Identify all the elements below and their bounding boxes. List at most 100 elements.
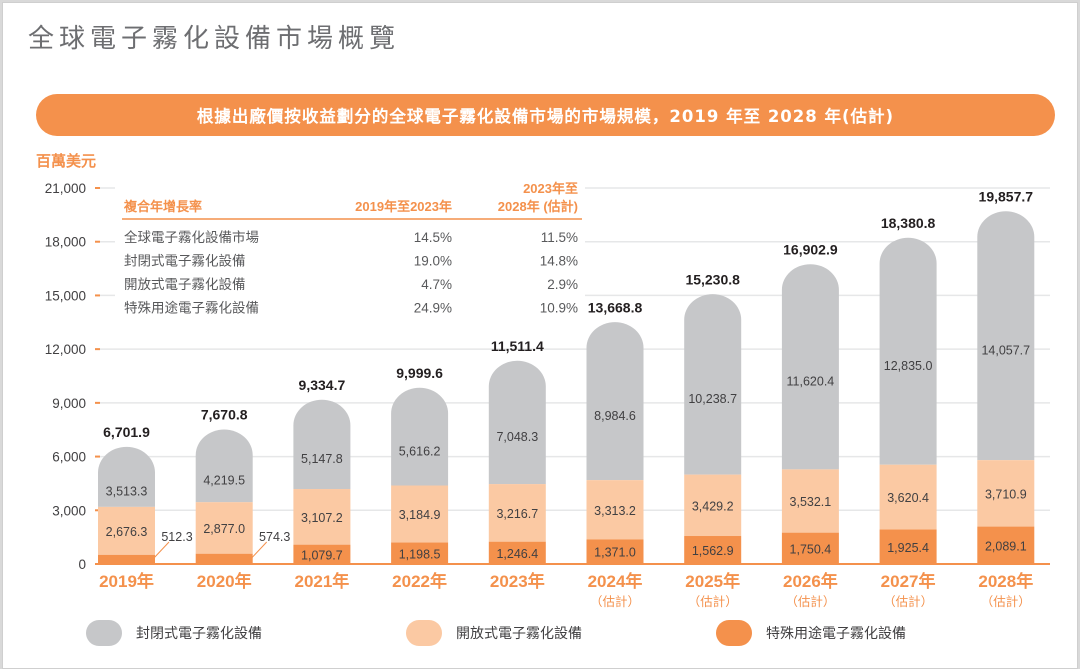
cagr-header-period1: 2019年至2023年	[355, 199, 452, 214]
bar-segment-special	[293, 544, 351, 564]
bar-segment-special	[879, 529, 937, 564]
bar-segment-closed	[391, 387, 449, 486]
x-axis-sublabel: （估計）	[981, 594, 1031, 609]
bar-segment-special	[488, 541, 546, 564]
bar-segment-closed	[488, 360, 546, 485]
bar-label-open: 3,216.7	[496, 507, 538, 521]
cagr-row-value-2023-2028: 10.9%	[540, 301, 578, 316]
bar-segment-closed	[879, 237, 937, 465]
bar-total-label: 13,668.8	[588, 299, 643, 315]
bar-label-closed: 3,513.3	[106, 485, 148, 499]
bar-label-special: 1,246.4	[496, 547, 538, 561]
y-tick-label: 18,000	[45, 235, 86, 250]
chart-title-banner: 根據出廠價按收益劃分的全球電子霧化設備市場的市場規模，2019 年至 2028 …	[36, 94, 1055, 136]
bar-segment-special	[586, 539, 644, 564]
bar-label-special: 512.3	[161, 530, 192, 544]
bar-label-open: 3,107.2	[301, 511, 343, 525]
bar-label-special: 2,089.1	[985, 539, 1027, 553]
x-axis-label: 2024年	[588, 571, 643, 591]
legend-swatch-special	[716, 620, 752, 646]
bar-segment-closed	[293, 399, 351, 490]
bar-label-closed: 7,048.3	[496, 430, 538, 444]
x-axis-sublabel: （估計）	[883, 594, 933, 609]
bar-segment-closed	[781, 264, 839, 470]
x-axis-label: 2026年	[783, 571, 838, 591]
bar-segment-closed	[977, 211, 1035, 461]
bar-segment-open	[781, 469, 839, 533]
y-tick-label: 12,000	[45, 342, 86, 357]
bar-stack: 11,620.4 3,532.1 1,750.4 16,902.9	[781, 241, 839, 564]
bar-label-closed: 5,147.8	[301, 452, 343, 466]
bar-label-special: 1,750.4	[790, 542, 832, 556]
bars: 3,513.3 2,676.3 512.3 6,701.9 4,219.5 2,877.0…	[98, 188, 1035, 564]
x-axis-label: 2021年	[294, 571, 349, 591]
bar-total-label: 19,857.7	[979, 188, 1034, 204]
cagr-header-period2-line2: 2028年 (估計)	[498, 199, 578, 214]
bar-label-closed: 10,238.7	[688, 392, 737, 406]
legend-swatch-open	[406, 620, 442, 646]
bar-label-open: 3,532.1	[790, 495, 832, 509]
bar-segment-open	[98, 506, 155, 555]
bar-stack: 8,984.6 3,313.2 1,371.0 13,668.8	[586, 299, 644, 564]
x-axis-sublabel: （估計）	[590, 594, 640, 609]
bar-segment-closed	[586, 322, 644, 481]
bar-segment-open	[586, 480, 644, 540]
bar-segment-open	[879, 464, 937, 530]
bar-segment-special	[684, 536, 742, 564]
cagr-header-label: 複合年增長率	[123, 199, 202, 214]
bar-label-open: 2,676.3	[106, 525, 148, 539]
bar-segment-open	[488, 484, 546, 542]
bar-stack: 5,147.8 3,107.2 1,079.7 9,334.7	[293, 377, 351, 564]
bar-stack: 3,513.3 2,676.3 512.3 6,701.9	[98, 424, 193, 564]
y-tick-label: 21,000	[45, 181, 86, 196]
bar-label-special: 1,371.0	[594, 546, 636, 560]
bar-segment-special	[98, 554, 155, 564]
bar-total-label: 9,999.6	[396, 365, 443, 381]
legend-item-special: 特殊用途電子霧化設備	[716, 620, 906, 646]
bar-stack: 12,835.0 3,620.4 1,925.4 18,380.8	[879, 215, 937, 564]
bar-segment-open	[195, 502, 253, 554]
legend-label: 封閉式電子霧化設備	[136, 626, 262, 642]
bar-total-label: 9,334.7	[299, 377, 346, 393]
legend-swatch-closed	[86, 620, 122, 646]
y-tick-label: 0	[78, 557, 86, 572]
cagr-row-name: 封閉式電子霧化設備	[124, 254, 246, 269]
bar-segment-special	[391, 542, 449, 564]
bar-label-open: 3,429.2	[692, 499, 734, 513]
y-tick-label: 15,000	[45, 288, 86, 303]
bar-label-open: 3,620.4	[887, 491, 929, 505]
x-axis-label: 2022年	[392, 571, 447, 591]
bar-segment-open	[684, 474, 742, 537]
x-axis-labels: 2019年 2020年 2021年 2022年 2023年 2024年 （估計） 2025年 （…	[99, 571, 1033, 609]
x-axis-label: 2025年	[685, 571, 740, 591]
bar-label-closed: 8,984.6	[594, 409, 636, 423]
bar-segment-closed	[98, 446, 155, 507]
bar-segment-special	[195, 553, 253, 564]
cagr-table: 複合年增長率 2019年至2023年 2023年至 2028年 (估計) 全球電子霧化設…	[115, 180, 585, 320]
legend: 封閉式電子霧化設備 開放式電子霧化設備 特殊用途電子霧化設備	[86, 620, 1006, 650]
cagr-row-value-2023-2028: 14.8%	[540, 254, 578, 269]
cagr-row-name: 開放式電子霧化設備	[124, 277, 246, 292]
x-axis-label: 2027年	[881, 571, 936, 591]
y-axis-unit-label: 百萬美元	[36, 152, 97, 170]
y-tick-label: 3,000	[52, 503, 86, 518]
x-axis-label: 2019年	[99, 571, 154, 591]
bar-total-label: 16,902.9	[783, 241, 838, 257]
bar-segment-open	[977, 460, 1035, 527]
legend-label: 開放式電子霧化設備	[456, 626, 582, 642]
legend-item-open: 開放式電子霧化設備	[406, 620, 582, 646]
x-axis-sublabel: （估計）	[688, 594, 738, 609]
cagr-row-value-2019-2023: 14.5%	[414, 230, 452, 245]
legend-label: 特殊用途電子霧化設備	[766, 626, 906, 642]
bar-label-special: 1,562.9	[692, 544, 734, 558]
bar-stack: 7,048.3 3,216.7 1,246.4 11,511.4	[488, 338, 546, 564]
cagr-header-period2-line1: 2023年至	[523, 181, 578, 196]
bar-label-special: 1,079.7	[301, 548, 343, 562]
y-axis-ticks: 0 3,000 6,000 9,000 12,000 15,000 18,000 21,000	[45, 181, 100, 572]
bar-total-label: 11,511.4	[491, 338, 544, 354]
bar-segment-open	[293, 489, 351, 545]
bar-segment-special	[977, 526, 1035, 564]
bar-stack: 14,057.7 3,710.9 2,089.1 19,857.7	[977, 188, 1035, 564]
bar-segment-closed	[195, 429, 253, 503]
bar-segment-special	[781, 532, 839, 564]
